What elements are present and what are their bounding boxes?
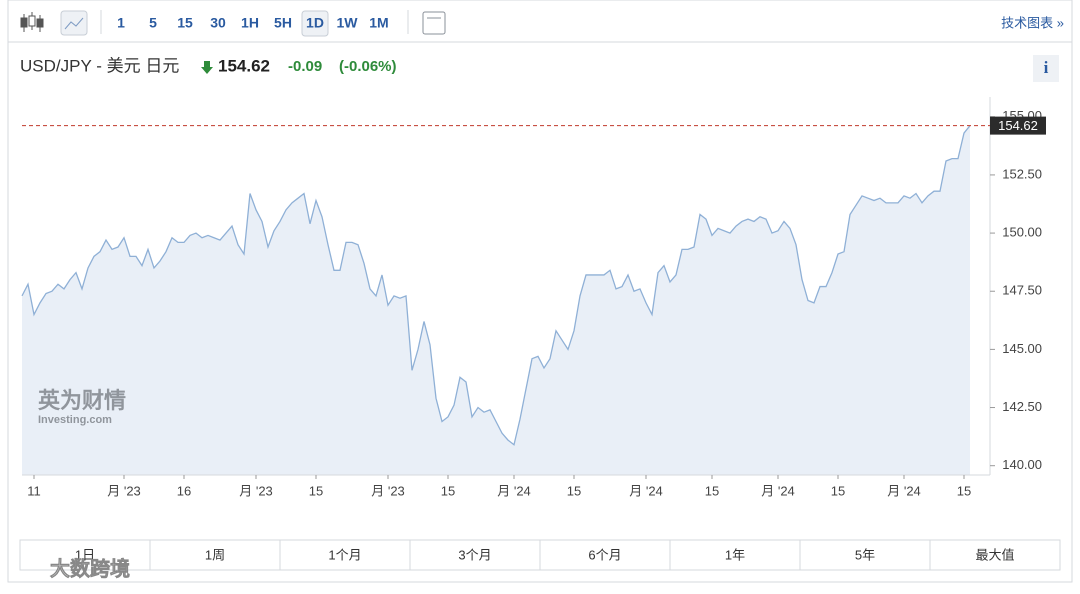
range-label: 1年 xyxy=(725,547,745,562)
watermark-brand: 英为财情 xyxy=(38,388,126,413)
range-button[interactable] xyxy=(279,539,411,571)
interval-button[interactable]: 15 xyxy=(177,15,193,31)
range-label: 3个月 xyxy=(458,547,491,562)
range-button[interactable] xyxy=(149,539,281,571)
area-fill xyxy=(22,125,970,475)
candle-icon[interactable] xyxy=(20,12,44,32)
symbol: USD/JPY - 美元 日元 xyxy=(20,56,179,75)
interval-button[interactable]: 1W xyxy=(337,15,359,31)
x-tick-label: 月 '23 xyxy=(107,483,141,498)
x-tick-label: 月 '24 xyxy=(629,483,663,498)
down-arrow xyxy=(201,61,213,74)
info-button[interactable] xyxy=(1033,55,1059,82)
settings-icon[interactable] xyxy=(422,11,446,35)
y-tick-label: 150.00 xyxy=(1002,225,1042,240)
range-button[interactable] xyxy=(539,539,671,571)
range-button[interactable] xyxy=(669,539,801,571)
x-tick-label: 月 '24 xyxy=(497,483,531,498)
range-label: 最大值 xyxy=(975,547,1014,562)
interval-button[interactable]: 1 xyxy=(117,15,125,31)
change-pct: (-0.06%) xyxy=(339,58,397,75)
price-line xyxy=(21,125,971,446)
range-button[interactable] xyxy=(409,539,541,571)
price: 154.62 xyxy=(218,56,270,75)
last-price-label: 154.62 xyxy=(998,118,1038,133)
y-tick-label: 145.00 xyxy=(1002,341,1042,356)
watermark-site: Investing.com xyxy=(38,414,112,426)
x-tick-label: 11 xyxy=(27,483,41,498)
interval-button[interactable]: 1D xyxy=(306,15,324,31)
x-tick-label: 15 xyxy=(441,483,455,498)
last-price-tag xyxy=(990,116,1046,135)
x-tick-label: 16 xyxy=(177,483,191,498)
interval-button[interactable]: 1M xyxy=(369,15,388,31)
range-label: 5年 xyxy=(855,547,875,562)
change: -0.09 xyxy=(288,58,322,75)
x-tick-label: 15 xyxy=(309,483,323,498)
x-tick-label: 月 '23 xyxy=(371,483,405,498)
range-button[interactable] xyxy=(799,539,931,571)
line-icon-glyph xyxy=(64,17,84,30)
range-label: 1个月 xyxy=(328,547,361,562)
range-label: 1周 xyxy=(205,547,225,562)
interval-button[interactable]: 5H xyxy=(274,15,292,31)
range-label: 1日 xyxy=(75,547,95,562)
interval-button[interactable]: 5 xyxy=(149,15,157,31)
tech-chart-link[interactable]: 技术图表 » xyxy=(1001,15,1064,30)
active-interval-bg xyxy=(301,10,329,37)
y-tick-label: 152.50 xyxy=(1002,166,1042,181)
y-tick-label: 140.00 xyxy=(1002,457,1042,472)
x-tick-label: 月 '24 xyxy=(887,483,921,498)
interval-button[interactable]: 30 xyxy=(210,15,226,31)
info-icon: i xyxy=(1044,58,1049,77)
range-button[interactable] xyxy=(929,539,1061,571)
x-tick-label: 月 '24 xyxy=(761,483,795,498)
interval-button[interactable]: 1H xyxy=(241,15,259,31)
line-icon[interactable] xyxy=(60,10,88,36)
x-tick-label: 15 xyxy=(567,483,581,498)
range-button[interactable] xyxy=(19,539,151,571)
x-tick-label: 15 xyxy=(957,483,971,498)
x-tick-label: 15 xyxy=(705,483,719,498)
range-label: 6个月 xyxy=(588,547,621,562)
x-tick-label: 月 '23 xyxy=(239,483,273,498)
y-tick-label: 147.50 xyxy=(1002,283,1042,298)
y-tick-label: 142.50 xyxy=(1002,399,1042,414)
x-tick-label: 15 xyxy=(831,483,845,498)
corner-watermark: 大数跨境 xyxy=(50,556,130,580)
